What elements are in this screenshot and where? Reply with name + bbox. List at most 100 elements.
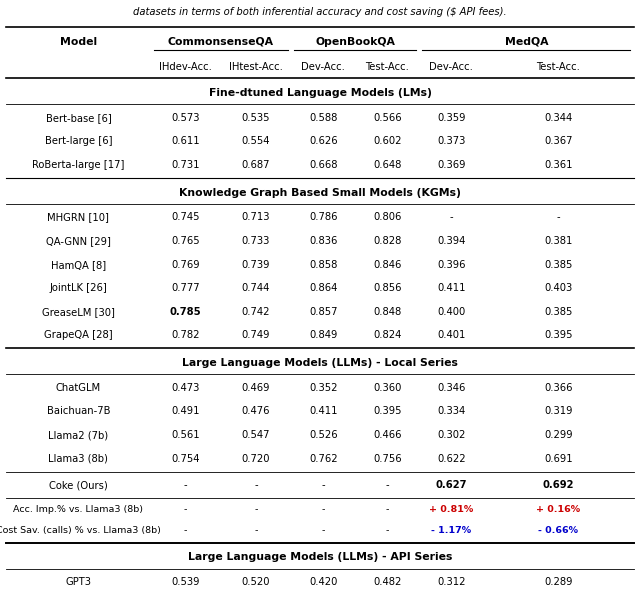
Text: 0.786: 0.786 — [309, 212, 337, 222]
Text: 0.824: 0.824 — [373, 330, 401, 340]
Text: RoBerta-large [17]: RoBerta-large [17] — [32, 160, 125, 170]
Text: -: - — [321, 505, 325, 514]
Text: Coke (Ours): Coke (Ours) — [49, 480, 108, 490]
Text: 0.476: 0.476 — [242, 407, 270, 417]
Text: 0.312: 0.312 — [437, 577, 465, 587]
Text: 0.756: 0.756 — [373, 454, 401, 464]
Text: 0.366: 0.366 — [544, 383, 573, 393]
Text: Cost Sav. (calls) % vs. Llama3 (8b): Cost Sav. (calls) % vs. Llama3 (8b) — [0, 526, 161, 535]
Text: -: - — [557, 212, 560, 222]
Text: 0.369: 0.369 — [437, 160, 465, 170]
Text: 0.828: 0.828 — [373, 236, 401, 246]
Text: 0.469: 0.469 — [242, 383, 270, 393]
Text: 0.733: 0.733 — [242, 236, 270, 246]
Text: 0.856: 0.856 — [373, 283, 401, 293]
Text: JointLK [26]: JointLK [26] — [49, 283, 108, 293]
Text: 0.602: 0.602 — [373, 136, 401, 146]
Text: 0.573: 0.573 — [172, 113, 200, 123]
Text: 0.692: 0.692 — [543, 480, 574, 490]
Text: Dev-Acc.: Dev-Acc. — [301, 62, 345, 72]
Text: Large Language Models (LLMs) - API Series: Large Language Models (LLMs) - API Serie… — [188, 552, 452, 562]
Text: 0.289: 0.289 — [544, 577, 573, 587]
Text: 0.691: 0.691 — [544, 454, 573, 464]
Text: 0.626: 0.626 — [309, 136, 337, 146]
Text: 0.361: 0.361 — [544, 160, 573, 170]
Text: OpenBookQA: OpenBookQA — [316, 37, 395, 47]
Text: Llama3 (8b): Llama3 (8b) — [49, 454, 108, 464]
Text: Large Language Models (LLMs) - Local Series: Large Language Models (LLMs) - Local Ser… — [182, 358, 458, 368]
Text: Baichuan-7B: Baichuan-7B — [47, 407, 110, 417]
Text: -: - — [254, 480, 258, 490]
Text: -: - — [321, 526, 325, 535]
Text: 0.367: 0.367 — [544, 136, 573, 146]
Text: 0.395: 0.395 — [373, 407, 401, 417]
Text: 0.360: 0.360 — [373, 383, 401, 393]
Text: -: - — [184, 480, 188, 490]
Text: IHtest-Acc.: IHtest-Acc. — [229, 62, 283, 72]
Text: 0.401: 0.401 — [437, 330, 465, 340]
Text: 0.373: 0.373 — [437, 136, 465, 146]
Text: -: - — [321, 480, 325, 490]
Text: HamQA [8]: HamQA [8] — [51, 260, 106, 270]
Text: -: - — [254, 526, 258, 535]
Text: 0.411: 0.411 — [309, 407, 337, 417]
Text: Bert-base [6]: Bert-base [6] — [45, 113, 111, 123]
Text: 0.762: 0.762 — [309, 454, 337, 464]
Text: -: - — [449, 212, 453, 222]
Text: 0.554: 0.554 — [242, 136, 270, 146]
Text: 0.403: 0.403 — [544, 283, 573, 293]
Text: 0.858: 0.858 — [309, 260, 337, 270]
Text: 0.400: 0.400 — [437, 307, 465, 317]
Text: 0.769: 0.769 — [172, 260, 200, 270]
Text: 0.385: 0.385 — [544, 307, 573, 317]
Text: 0.385: 0.385 — [544, 260, 573, 270]
Text: MedQA: MedQA — [505, 37, 548, 47]
Text: 0.491: 0.491 — [172, 407, 200, 417]
Text: CommonsenseQA: CommonsenseQA — [168, 37, 274, 47]
Text: Test-Acc.: Test-Acc. — [536, 62, 580, 72]
Text: 0.411: 0.411 — [437, 283, 465, 293]
Text: ChatGLM: ChatGLM — [56, 383, 101, 393]
Text: 0.782: 0.782 — [172, 330, 200, 340]
Text: 0.344: 0.344 — [544, 113, 573, 123]
Text: 0.381: 0.381 — [544, 236, 573, 246]
Text: 0.420: 0.420 — [309, 577, 337, 587]
Text: Test-Acc.: Test-Acc. — [365, 62, 409, 72]
Text: 0.396: 0.396 — [437, 260, 465, 270]
Text: 0.466: 0.466 — [373, 430, 401, 440]
Text: Llama2 (7b): Llama2 (7b) — [49, 430, 108, 440]
Text: - 1.17%: - 1.17% — [431, 526, 471, 535]
Text: 0.687: 0.687 — [242, 160, 270, 170]
Text: 0.588: 0.588 — [309, 113, 337, 123]
Text: + 0.81%: + 0.81% — [429, 505, 474, 514]
Text: QA-GNN [29]: QA-GNN [29] — [46, 236, 111, 246]
Text: 0.535: 0.535 — [242, 113, 270, 123]
Text: 0.749: 0.749 — [242, 330, 270, 340]
Text: GrapeQA [28]: GrapeQA [28] — [44, 330, 113, 340]
Text: -: - — [184, 505, 188, 514]
Text: 0.864: 0.864 — [309, 283, 337, 293]
Text: 0.566: 0.566 — [373, 113, 401, 123]
Text: 0.359: 0.359 — [437, 113, 465, 123]
Text: 0.539: 0.539 — [172, 577, 200, 587]
Text: GPT3: GPT3 — [65, 577, 92, 587]
Text: - 0.66%: - 0.66% — [538, 526, 579, 535]
Text: IHdev-Acc.: IHdev-Acc. — [159, 62, 212, 72]
Text: 0.846: 0.846 — [373, 260, 401, 270]
Text: 0.622: 0.622 — [437, 454, 465, 464]
Text: Fine-dtuned Language Models (LMs): Fine-dtuned Language Models (LMs) — [209, 88, 431, 98]
Text: 0.713: 0.713 — [242, 212, 270, 222]
Text: 0.520: 0.520 — [242, 577, 270, 587]
Text: datasets in terms of both inferential accuracy and cost saving ($ API fees).: datasets in terms of both inferential ac… — [133, 7, 507, 17]
Text: 0.742: 0.742 — [242, 307, 270, 317]
Text: 0.352: 0.352 — [309, 383, 337, 393]
Text: 0.836: 0.836 — [309, 236, 337, 246]
Text: -: - — [254, 505, 258, 514]
Text: -: - — [184, 526, 188, 535]
Text: Dev-Acc.: Dev-Acc. — [429, 62, 473, 72]
Text: 0.744: 0.744 — [242, 283, 270, 293]
Text: -: - — [385, 505, 389, 514]
Text: 0.777: 0.777 — [172, 283, 200, 293]
Text: GreaseLM [30]: GreaseLM [30] — [42, 307, 115, 317]
Text: 0.473: 0.473 — [172, 383, 200, 393]
